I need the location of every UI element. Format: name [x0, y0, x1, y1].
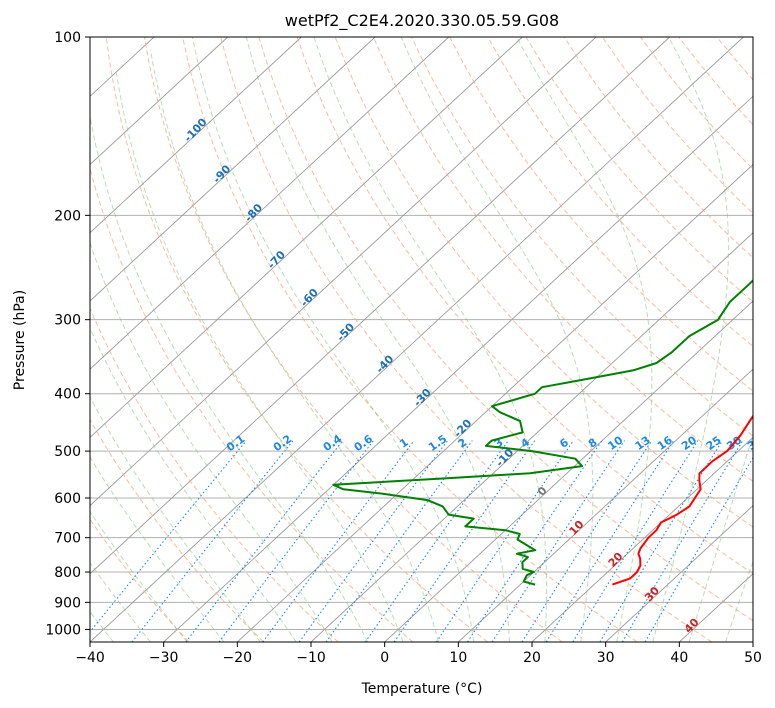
mixing-ratio-line: [491, 440, 625, 642]
dry-adiabat: [449, 37, 753, 392]
moist-adiabat: [192, 37, 475, 642]
x-tick-label: −40: [75, 650, 105, 666]
isotherm-line: [90, 37, 229, 166]
x-tick-label: −10: [296, 650, 326, 666]
y-axis-label: Pressure (hPa): [12, 290, 28, 390]
y-tick-label: 800: [54, 565, 81, 581]
mixing-ratio-line: [572, 440, 699, 642]
isotherm-line: [90, 37, 744, 642]
x-tick-label: −30: [149, 650, 179, 666]
moist-adiabat: [150, 49, 439, 642]
moist-adiabat: [90, 395, 261, 642]
x-tick-label: 20: [523, 650, 541, 666]
dewpoint-profile: [332, 279, 753, 586]
y-tick-label: 400: [54, 387, 81, 403]
dry-adiabat: [105, 37, 488, 642]
moist-adiabat: [313, 37, 548, 642]
axes: −40 −30 −20 −10 0 10 20 30 40 50 100 200 300 400 500 60…: [45, 30, 762, 666]
moist-adiabat: [652, 37, 729, 642]
isotherm-line: [90, 37, 597, 507]
dry-adiabat: [220, 37, 712, 642]
y-tick-label: 600: [54, 491, 81, 507]
background-lines: [90, 37, 753, 642]
dry-adiabat: [90, 166, 414, 642]
moist-adiabat: [90, 456, 225, 642]
mixing-ratio-label: 36: [745, 433, 765, 453]
mixing-ratio-line: [545, 440, 675, 642]
dry-adiabat: [487, 37, 753, 348]
isotherm-line: [90, 37, 302, 234]
isotherm-line: [384, 300, 753, 642]
x-axis-label: Temperature (°C): [361, 681, 483, 697]
dry-adiabat: [90, 518, 190, 642]
moist-adiabat: [90, 326, 297, 642]
moist-adiabat: [90, 113, 369, 642]
y-tick-label: 700: [54, 531, 81, 547]
plot-frame: [89, 36, 754, 643]
isotherm-line: [605, 504, 753, 642]
x-tick-label: 40: [670, 650, 688, 666]
mixing-ratio-line: [621, 440, 744, 642]
chart-title: wetPf2_C2E4.2020.330.05.59.G08: [285, 11, 559, 31]
mixing-ratio-line: [521, 440, 653, 642]
isotherm-line: [90, 37, 376, 302]
y-tick-label: 100: [54, 30, 81, 46]
y-tick-label: 200: [54, 208, 81, 224]
mixing-ratio-line: [325, 440, 473, 642]
y-tick-label: 500: [54, 444, 81, 460]
x-tick-label: 50: [744, 650, 762, 666]
dry-adiabat: [372, 37, 753, 482]
mixing-ratio-line: [90, 440, 247, 633]
mixing-ratio-line: [467, 440, 603, 642]
mixing-ratio-line: [298, 440, 449, 642]
dry-adiabat: [296, 37, 753, 575]
dry-adiabat: [90, 418, 264, 642]
moist-adiabat: [688, 433, 753, 642]
isotherm-line: [90, 37, 523, 438]
moist-adiabat: [245, 37, 510, 642]
dry-adiabat: [411, 37, 753, 437]
isotherm-line: [310, 232, 753, 642]
mixing-ratio-line: [435, 440, 574, 642]
isotherm-line: [90, 37, 450, 370]
isotherm-line: [458, 368, 753, 642]
isotherm-line: [237, 163, 753, 642]
x-tick-label: 10: [449, 650, 467, 666]
moist-adiabat: [115, 72, 404, 642]
y-tick-label: 900: [54, 595, 81, 611]
x-tick-label: 30: [597, 650, 615, 666]
profile-lines: [332, 279, 753, 586]
y-tick-label: 1000: [45, 622, 81, 638]
dry-adiabat: [90, 307, 339, 642]
isotherm-line: [90, 37, 671, 575]
dry-adiabat: [258, 37, 753, 622]
mixing-ratio-line: [131, 440, 294, 642]
dry-adiabat: [334, 37, 753, 528]
moist-adiabat: [90, 241, 333, 642]
x-tick-label: −20: [223, 650, 253, 666]
temperature-profile: [612, 414, 753, 586]
isotherm-line: [163, 95, 753, 642]
dry-adiabat: [143, 37, 563, 642]
mixing-ratio-line: [599, 440, 723, 642]
mixing-ratio-line: [185, 440, 344, 642]
mixing-ratio-line: [644, 456, 753, 642]
moist-adiabat: [725, 560, 753, 642]
mixing-ratio-line: [393, 440, 536, 642]
isotherm-line: [531, 436, 753, 642]
mixing-ratio-line: [262, 440, 415, 642]
y-tick-label: 300: [54, 313, 81, 329]
x-tick-label: 0: [380, 650, 389, 666]
